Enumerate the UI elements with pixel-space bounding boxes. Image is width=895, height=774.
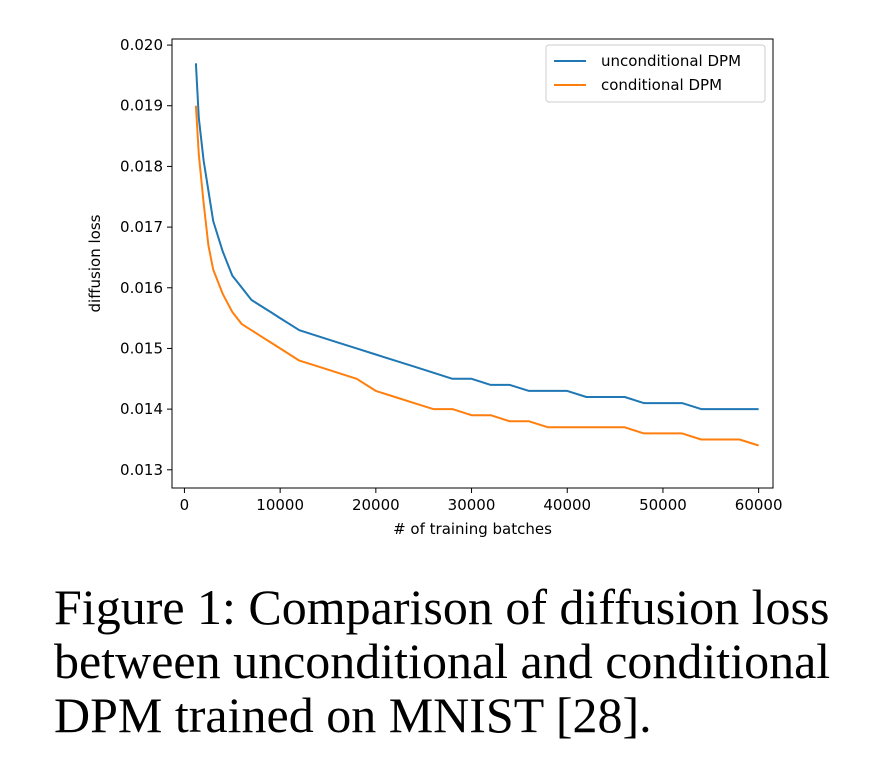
x-tick-label: 60000 [735,496,783,514]
x-tick-label: 30000 [448,496,496,514]
x-tick-label: 0 [180,496,190,514]
x-tick-label: 40000 [543,496,591,514]
y-tick-label: 0.015 [120,339,163,357]
plot-border [171,38,774,489]
legend-label-0: unconditional DPM [601,52,741,70]
y-tick-label: 0.020 [120,36,163,54]
legend: unconditional DPM conditional DPM [545,44,766,103]
y-tick-label: 0.016 [120,279,163,297]
y-axis: 0.013 0.014 0.015 0.016 0.017 0.018 0.019 0.020 [120,36,172,479]
y-tick-label: 0.019 [120,97,163,115]
y-tick-label: 0.013 [120,461,163,479]
y-tick-label: 0.014 [120,400,163,418]
plot-frame [171,38,774,489]
y-tick-label: 0.017 [120,218,163,236]
x-tick-label: 10000 [256,496,304,514]
series-line-0 [194,63,759,411]
figure-caption: Figure 1: Comparison of diffusion loss b… [54,579,831,743]
y-tick-label: 0.018 [120,157,163,175]
x-tick-label: 50000 [639,496,687,514]
legend-label-1: conditional DPM [601,76,722,94]
legend-box [545,44,766,103]
y-axis-label: diffusion loss [86,214,104,312]
series-layer [194,63,759,447]
series-line-1 [194,105,759,447]
loss-chart: 0 10000 20000 30000 40000 50000 60000 0.0130.0… [86,36,783,538]
x-axis: 0 10000 20000 30000 40000 50000 60000 [180,488,783,514]
x-axis-label: # of training batches [393,520,552,538]
x-tick-label: 20000 [352,496,400,514]
